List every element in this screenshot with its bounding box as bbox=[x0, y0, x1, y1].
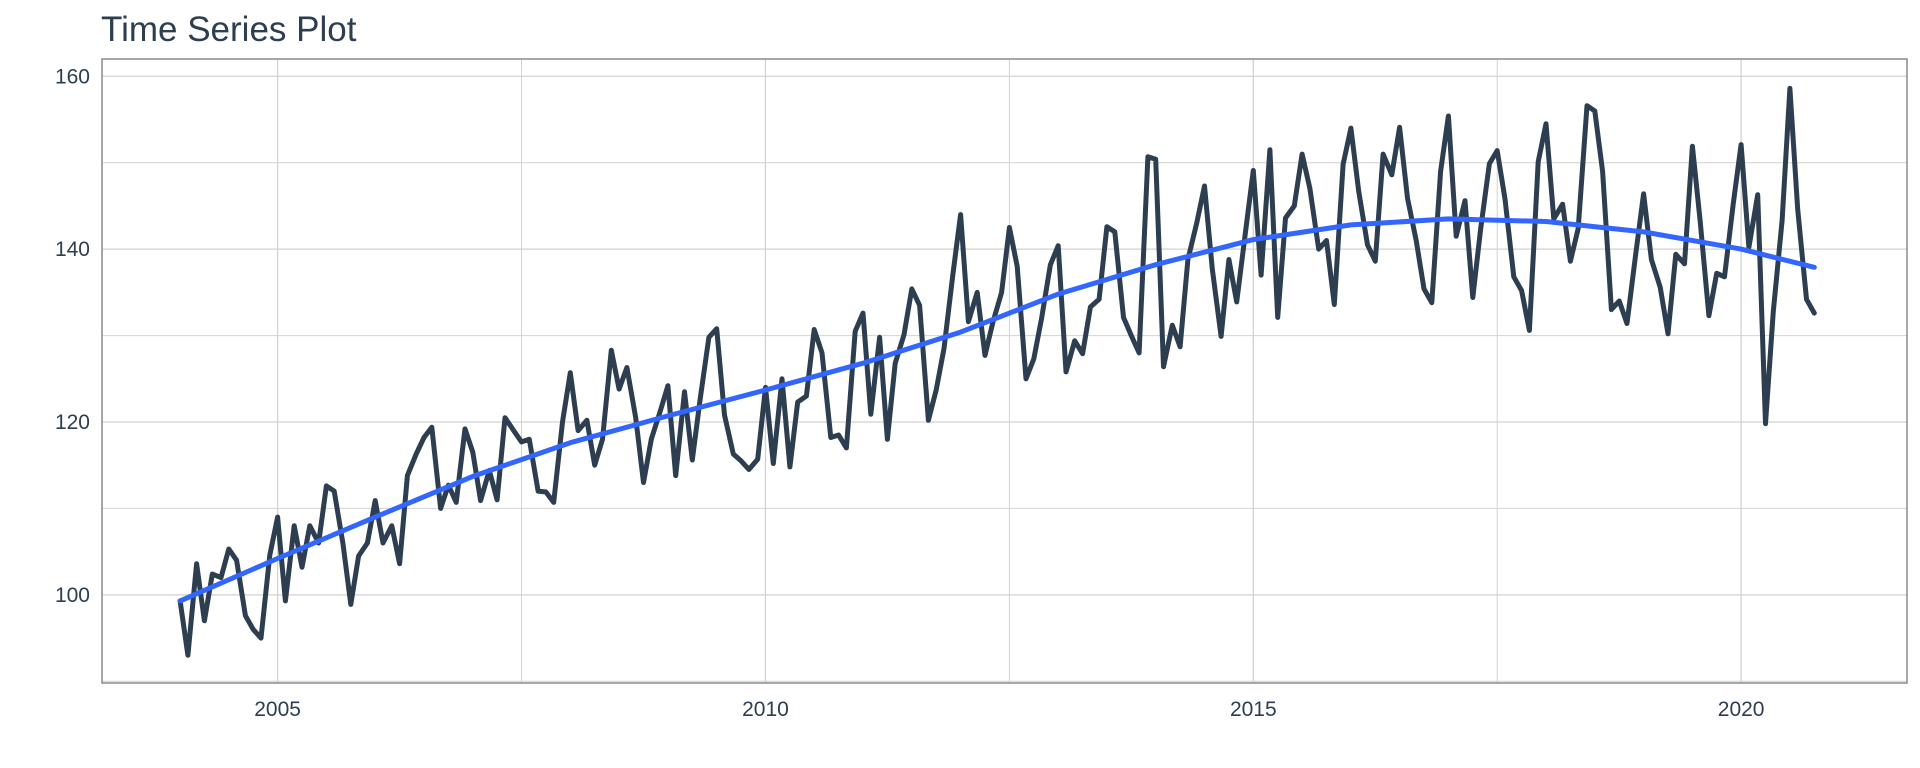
time-series-line bbox=[177, 85, 1817, 658]
y-tick-label: 160 bbox=[55, 65, 90, 88]
x-tick-label: 2015 bbox=[1230, 698, 1277, 721]
y-tick-label: 140 bbox=[55, 238, 90, 261]
y-tick-label: 120 bbox=[55, 411, 90, 434]
x-tick-label: 2020 bbox=[1718, 698, 1765, 721]
x-tick-label: 2005 bbox=[254, 698, 301, 721]
y-tick-label: 100 bbox=[55, 584, 90, 607]
series-layer bbox=[177, 85, 1817, 658]
x-tick-label: 2010 bbox=[742, 698, 789, 721]
axis-layer: 100 120 140 160 2005 2010 2015 2020 bbox=[55, 65, 1765, 721]
smoothed-trend-line bbox=[177, 216, 1817, 604]
panel-border bbox=[101, 58, 1908, 684]
grid-layer bbox=[102, 59, 1907, 683]
chart-title: Time Series Plot bbox=[101, 10, 357, 49]
